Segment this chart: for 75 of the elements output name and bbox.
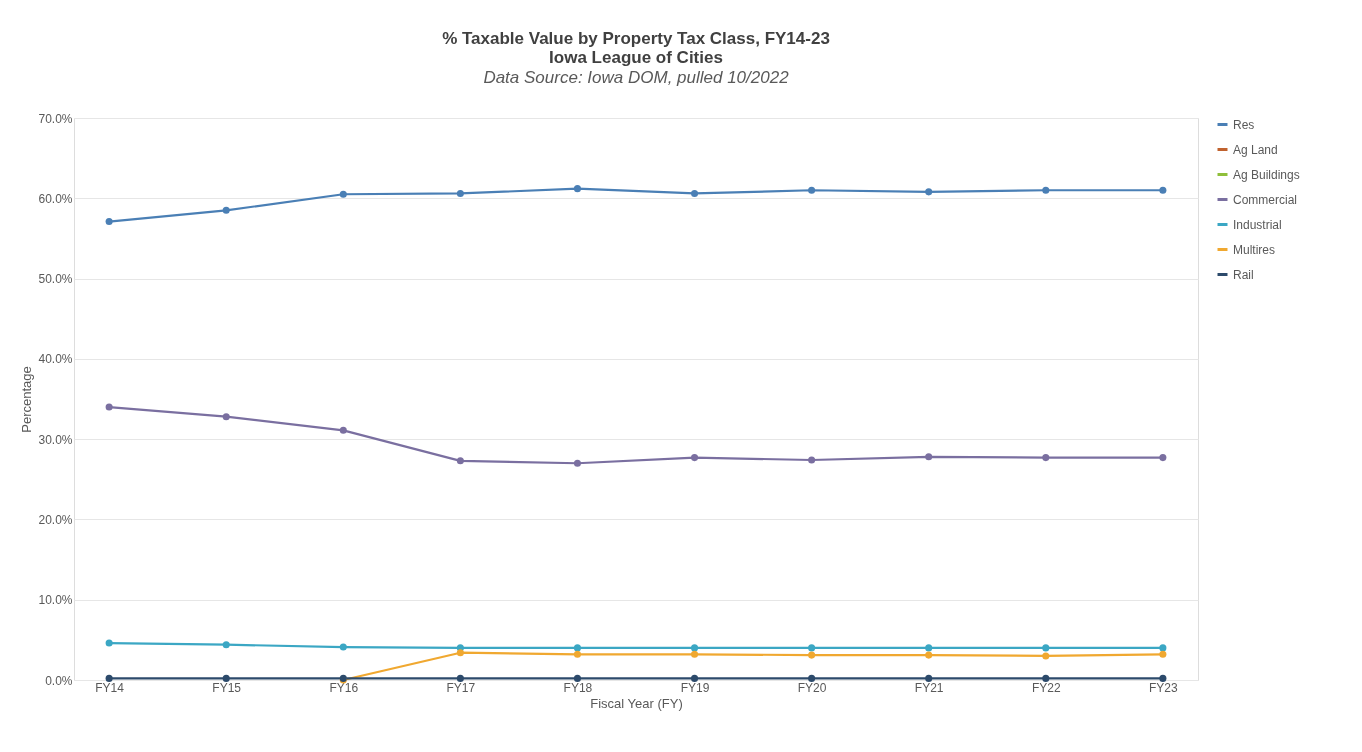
legend-label: Ag Buildings	[1233, 167, 1300, 182]
point	[339, 426, 347, 434]
point	[925, 644, 933, 652]
y-tick-label: 20.0%	[38, 512, 73, 527]
chart-subtitle: Iowa League of Cities	[549, 48, 723, 67]
point	[1159, 644, 1167, 652]
point	[691, 674, 699, 682]
x-tick-label: FY16	[329, 680, 359, 695]
point	[808, 674, 816, 682]
point	[573, 644, 581, 652]
point	[1042, 186, 1050, 194]
point	[691, 650, 699, 658]
legend-label: Commercial	[1233, 192, 1298, 207]
point	[1159, 186, 1167, 194]
point	[456, 189, 464, 197]
point	[456, 674, 464, 682]
chart-title: % Taxable Value by Property Tax Class, FY14-23	[442, 29, 830, 48]
point	[573, 185, 581, 193]
point	[691, 644, 699, 652]
x-tick-label: FY19	[680, 680, 710, 695]
point	[456, 457, 464, 465]
point	[573, 459, 581, 467]
point	[1042, 454, 1050, 462]
point	[573, 650, 581, 658]
point	[105, 674, 113, 682]
point	[691, 189, 699, 197]
x-tick-label: FY20	[797, 680, 827, 695]
point	[1159, 674, 1167, 682]
point	[691, 454, 699, 462]
y-tick-label: 50.0%	[38, 272, 73, 287]
point	[808, 644, 816, 652]
source-note: Data Source: Iowa DOM, pulled 10/2022	[483, 68, 790, 87]
point	[1159, 454, 1167, 462]
point	[105, 218, 113, 226]
point	[808, 651, 816, 659]
point	[339, 190, 347, 198]
x-tick-label: FY23	[1149, 680, 1179, 695]
x-axis-title: Fiscal Year (FY)	[590, 695, 683, 711]
y-tick-label: 60.0%	[38, 191, 73, 206]
y-tick-label: 30.0%	[38, 432, 73, 447]
legend-label: Multires	[1233, 242, 1276, 257]
point	[925, 453, 933, 461]
point	[1042, 652, 1050, 660]
point	[222, 413, 230, 421]
point	[808, 456, 816, 464]
y-tick-label: 10.0%	[38, 593, 73, 608]
point	[925, 188, 933, 196]
point	[1042, 674, 1050, 682]
y-tick-label: 40.0%	[38, 352, 73, 367]
x-tick-label: FY22	[1031, 680, 1061, 695]
point	[222, 206, 230, 214]
legend-label: Rail	[1233, 267, 1254, 282]
x-tick-label: FY18	[563, 680, 593, 695]
y-tick-label: 70.0%	[38, 111, 73, 126]
point	[339, 643, 347, 651]
point	[925, 651, 933, 659]
legend-label: Res	[1233, 117, 1255, 132]
x-tick-label: FY14	[95, 680, 125, 695]
point	[925, 674, 933, 682]
point	[808, 186, 816, 194]
point	[573, 674, 581, 682]
point	[456, 649, 464, 657]
y-tick-label: 0.0%	[45, 673, 73, 688]
point	[1042, 644, 1050, 652]
point	[105, 639, 113, 647]
point	[1159, 650, 1167, 658]
x-tick-label: FY17	[446, 680, 476, 695]
point	[222, 641, 230, 649]
x-tick-label: FY15	[212, 680, 242, 695]
x-tick-label: FY21	[914, 680, 944, 695]
point	[222, 674, 230, 682]
point	[105, 403, 113, 411]
legend-label: Ag Land	[1233, 142, 1278, 157]
legend-label: Industrial	[1233, 217, 1282, 232]
y-axis-title: Percentage	[19, 366, 35, 433]
